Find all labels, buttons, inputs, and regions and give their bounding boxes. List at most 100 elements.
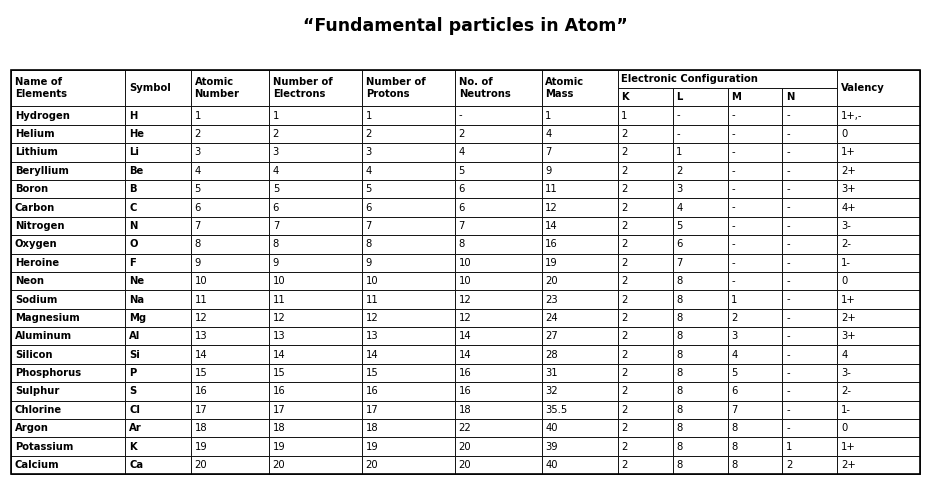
Text: Symbol: Symbol bbox=[129, 83, 170, 93]
Text: 8: 8 bbox=[676, 295, 682, 304]
Bar bbox=[126, 253, 191, 272]
Text: 2: 2 bbox=[273, 129, 279, 139]
Text: 4: 4 bbox=[546, 129, 551, 139]
Bar bbox=[269, 198, 362, 217]
Text: 35.5: 35.5 bbox=[546, 405, 568, 415]
Text: 31: 31 bbox=[546, 368, 558, 378]
Bar bbox=[126, 198, 191, 217]
Text: 1: 1 bbox=[786, 442, 792, 452]
Bar bbox=[542, 327, 617, 346]
Text: -: - bbox=[786, 184, 789, 194]
Bar bbox=[727, 309, 782, 327]
Bar bbox=[542, 309, 617, 327]
Text: 15: 15 bbox=[195, 368, 208, 378]
Bar bbox=[727, 346, 782, 364]
Bar bbox=[727, 125, 782, 143]
Bar bbox=[11, 290, 126, 309]
Bar bbox=[617, 290, 672, 309]
Text: Boron: Boron bbox=[15, 184, 48, 194]
Text: 1: 1 bbox=[731, 295, 737, 304]
Text: Be: Be bbox=[129, 166, 143, 176]
Bar bbox=[191, 198, 269, 217]
Text: Mg: Mg bbox=[129, 313, 146, 323]
Text: 8: 8 bbox=[676, 386, 682, 396]
Bar bbox=[837, 272, 920, 290]
Text: 39: 39 bbox=[546, 442, 558, 452]
Bar bbox=[542, 290, 617, 309]
Text: 2: 2 bbox=[621, 147, 627, 157]
Bar bbox=[672, 290, 727, 309]
Text: 2: 2 bbox=[621, 295, 627, 304]
Text: 2: 2 bbox=[621, 386, 627, 396]
Bar bbox=[362, 143, 455, 162]
Bar bbox=[455, 162, 542, 180]
Bar bbox=[362, 125, 455, 143]
Bar bbox=[126, 327, 191, 346]
Bar bbox=[782, 346, 837, 364]
Text: 19: 19 bbox=[273, 442, 286, 452]
Bar bbox=[782, 290, 837, 309]
Bar bbox=[782, 401, 837, 419]
Text: 12: 12 bbox=[195, 313, 208, 323]
Text: Al: Al bbox=[129, 331, 141, 341]
Text: Hydrogen: Hydrogen bbox=[15, 110, 70, 120]
Bar bbox=[837, 346, 920, 364]
Bar bbox=[455, 253, 542, 272]
Bar bbox=[455, 198, 542, 217]
Bar bbox=[269, 107, 362, 125]
Bar bbox=[837, 309, 920, 327]
Text: -: - bbox=[786, 203, 789, 213]
Bar bbox=[269, 235, 362, 253]
Text: 4: 4 bbox=[841, 350, 847, 360]
Text: 1: 1 bbox=[546, 110, 552, 120]
Text: 3: 3 bbox=[366, 147, 371, 157]
Text: 3: 3 bbox=[195, 147, 201, 157]
Bar bbox=[126, 235, 191, 253]
Bar bbox=[126, 180, 191, 198]
Text: Sodium: Sodium bbox=[15, 295, 58, 304]
Bar bbox=[782, 327, 837, 346]
Bar bbox=[455, 290, 542, 309]
Bar bbox=[126, 309, 191, 327]
Text: 12: 12 bbox=[366, 313, 378, 323]
Bar bbox=[727, 327, 782, 346]
Bar bbox=[837, 70, 920, 107]
Bar bbox=[727, 437, 782, 456]
Bar bbox=[782, 253, 837, 272]
Bar bbox=[191, 235, 269, 253]
Bar bbox=[126, 401, 191, 419]
Text: Electronic Configuration: Electronic Configuration bbox=[621, 74, 758, 84]
Bar bbox=[617, 253, 672, 272]
Text: 8: 8 bbox=[195, 240, 201, 249]
Bar bbox=[191, 456, 269, 474]
Bar bbox=[269, 125, 362, 143]
Text: He: He bbox=[129, 129, 144, 139]
Text: S: S bbox=[129, 386, 136, 396]
Text: 2: 2 bbox=[621, 313, 627, 323]
Bar bbox=[782, 364, 837, 382]
Text: 12: 12 bbox=[459, 313, 471, 323]
Bar bbox=[672, 198, 727, 217]
Bar bbox=[617, 364, 672, 382]
Bar bbox=[542, 70, 617, 107]
Bar bbox=[542, 198, 617, 217]
Text: 40: 40 bbox=[546, 460, 558, 470]
Bar bbox=[362, 107, 455, 125]
Bar bbox=[727, 272, 782, 290]
Bar bbox=[672, 401, 727, 419]
Text: Potassium: Potassium bbox=[15, 442, 74, 452]
Text: 19: 19 bbox=[195, 442, 208, 452]
Text: 7: 7 bbox=[273, 221, 279, 231]
Bar bbox=[672, 272, 727, 290]
Text: 4: 4 bbox=[366, 166, 371, 176]
Text: Li: Li bbox=[129, 147, 139, 157]
Bar bbox=[542, 437, 617, 456]
Bar bbox=[837, 253, 920, 272]
Bar bbox=[617, 107, 672, 125]
Bar bbox=[191, 180, 269, 198]
Bar bbox=[126, 125, 191, 143]
Text: M: M bbox=[731, 92, 741, 102]
Text: 8: 8 bbox=[676, 368, 682, 378]
Text: -: - bbox=[786, 313, 789, 323]
Text: 0: 0 bbox=[841, 423, 847, 433]
